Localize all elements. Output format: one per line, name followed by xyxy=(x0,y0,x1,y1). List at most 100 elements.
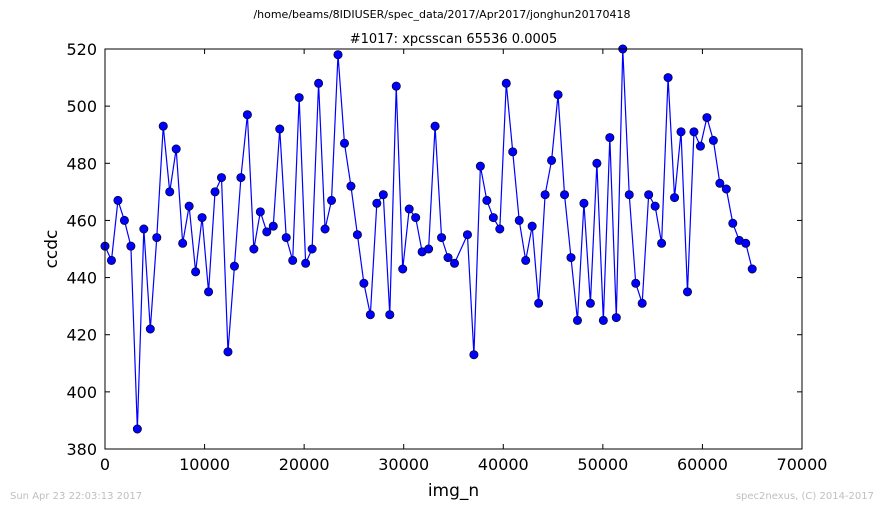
plot-frame xyxy=(104,48,803,450)
footer-timestamp: Sun Apr 23 22:03:13 2017 xyxy=(10,491,143,502)
data-point xyxy=(488,213,498,223)
data-point xyxy=(223,347,233,357)
data-point xyxy=(695,141,705,151)
axes: 0 10000 20000 30000 40000 50000 60000 70000 380 4… xyxy=(66,40,827,474)
data-point xyxy=(521,255,531,265)
data-point xyxy=(204,287,214,297)
data-point xyxy=(275,124,285,134)
data-point xyxy=(307,244,317,254)
data-point xyxy=(527,221,537,231)
data-point xyxy=(288,255,298,265)
data-point xyxy=(572,315,582,325)
data-point xyxy=(747,264,757,274)
data-point xyxy=(728,218,738,228)
y-axis-label: ccdc xyxy=(42,230,62,269)
data-point xyxy=(449,258,459,268)
data-point xyxy=(106,255,116,265)
data-point xyxy=(585,298,595,308)
data-point xyxy=(281,233,291,243)
data-point xyxy=(216,173,226,183)
data-point xyxy=(365,310,375,320)
data-point xyxy=(631,278,641,288)
data-point xyxy=(339,138,349,148)
data-point xyxy=(126,241,136,251)
data-point xyxy=(437,233,447,243)
data-point xyxy=(398,264,408,274)
data-point xyxy=(404,204,414,214)
data-point xyxy=(346,181,356,191)
y-tick-label: 460 xyxy=(66,211,97,230)
data-point xyxy=(676,127,686,137)
data-point xyxy=(165,187,175,197)
data-point xyxy=(689,127,699,137)
data-point xyxy=(624,190,634,200)
data-point xyxy=(443,253,453,263)
y-tick-label: 440 xyxy=(66,269,97,288)
data-point xyxy=(113,195,123,205)
data-point xyxy=(682,287,692,297)
y-tick-label: 380 xyxy=(66,440,97,459)
file-path-title: /home/beams/8IDIUSER/spec_data/2017/Apr2… xyxy=(253,8,631,21)
data-point xyxy=(158,121,168,131)
data-point xyxy=(715,178,725,188)
data-point xyxy=(242,110,252,120)
data-point xyxy=(333,50,343,60)
data-point xyxy=(592,158,602,168)
x-tick-label: 30000 xyxy=(378,455,429,474)
x-tick-label: 70000 xyxy=(777,455,828,474)
data-point xyxy=(637,298,647,308)
x-tick-label: 60000 xyxy=(677,455,728,474)
data-point xyxy=(501,78,511,88)
y-tick-label: 500 xyxy=(66,97,97,116)
data-point xyxy=(514,215,524,225)
data-point xyxy=(145,324,155,334)
data-point xyxy=(262,227,272,237)
data-point xyxy=(469,350,479,360)
y-tick-label: 520 xyxy=(66,40,97,59)
data-point xyxy=(152,233,162,243)
data-point xyxy=(359,278,369,288)
data-point xyxy=(540,190,550,200)
y-tick-label: 480 xyxy=(66,154,97,173)
data-point xyxy=(372,198,382,208)
y-tick-label: 420 xyxy=(66,326,97,345)
data-point xyxy=(566,253,576,263)
data-point xyxy=(644,190,654,200)
data-point xyxy=(391,81,401,91)
data-point xyxy=(178,238,188,248)
data-point xyxy=(534,298,544,308)
data-point xyxy=(702,113,712,123)
data-point xyxy=(650,201,660,211)
data-point xyxy=(721,184,731,194)
x-axis-label: img_n xyxy=(428,481,479,501)
data-point xyxy=(301,258,311,268)
data-point xyxy=(184,201,194,211)
data-point xyxy=(249,244,259,254)
data-point xyxy=(605,133,615,143)
data-point xyxy=(663,73,673,83)
data-point xyxy=(132,424,142,434)
data-point xyxy=(119,215,129,225)
data-point xyxy=(139,224,149,234)
data-point xyxy=(255,207,265,217)
data-point xyxy=(741,238,751,248)
data-point xyxy=(314,78,324,88)
data-point xyxy=(508,147,518,157)
data-point xyxy=(210,187,220,197)
data-point xyxy=(171,144,181,154)
data-point xyxy=(430,121,440,131)
data-point xyxy=(475,161,485,171)
data-point xyxy=(670,193,680,203)
data-point xyxy=(579,198,589,208)
data-point xyxy=(482,195,492,205)
data-point xyxy=(385,310,395,320)
data-point xyxy=(236,173,246,183)
data-point xyxy=(327,195,337,205)
data-point xyxy=(191,267,201,277)
data-point xyxy=(462,230,472,240)
data-point xyxy=(560,190,570,200)
data-point xyxy=(294,93,304,103)
plot-area xyxy=(100,44,757,434)
y-tick-label: 400 xyxy=(66,383,97,402)
data-point xyxy=(657,238,667,248)
